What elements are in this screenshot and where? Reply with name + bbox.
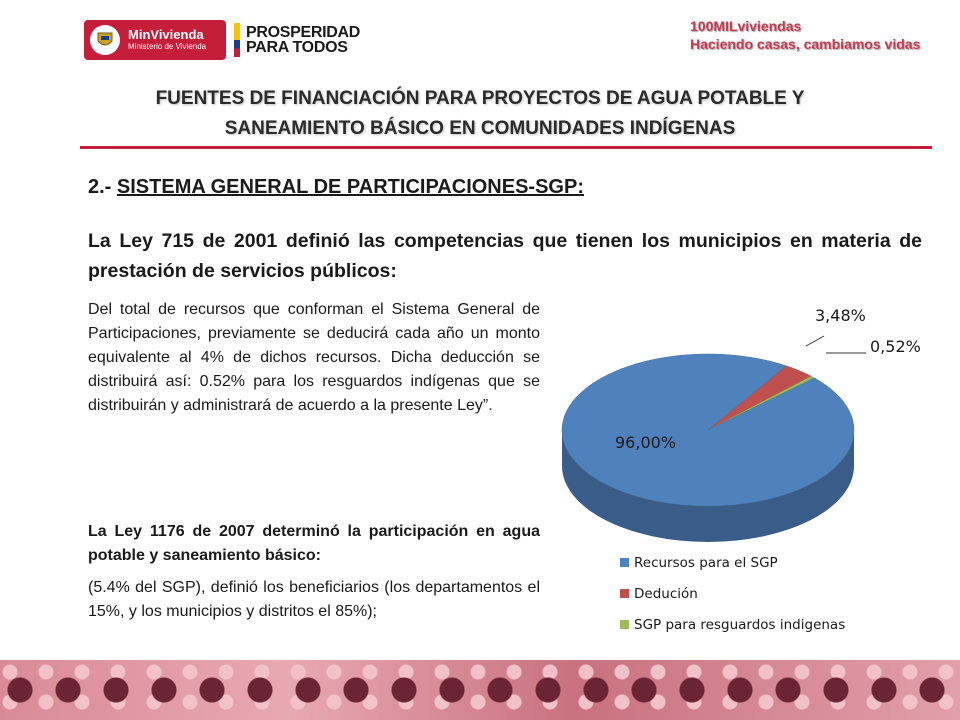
section-heading-text: SISTEMA GENERAL DE PARTICIPACIONES-SGP: bbox=[116, 176, 584, 198]
pie-label-deduction: 3,48% bbox=[815, 306, 866, 325]
page-title-line2: SANEAMIENTO BÁSICO EN COMUNIDADES INDÍGE… bbox=[224, 118, 736, 139]
page-title: FUENTES DE FINANCIACIÓN PARA PROYECTOS D… bbox=[80, 84, 880, 144]
legend-label-1: Dedución bbox=[634, 586, 698, 602]
minvivienda-subtitle: Ministerio de Vivienda bbox=[128, 41, 207, 51]
minvivienda-name: MinVivienda bbox=[128, 27, 204, 43]
leader-line-deduction bbox=[805, 335, 825, 347]
tagline-line1: 100MILviviendas bbox=[690, 18, 802, 34]
tagline: 100MILviviendas Haciendo casas, cambiamo… bbox=[690, 17, 920, 53]
law-paragraph: (5.4% del SGP), definió los beneficiario… bbox=[88, 579, 540, 620]
legend-swatch-0 bbox=[620, 558, 629, 567]
colombia-flag-icon bbox=[234, 23, 240, 57]
legend-swatch-2 bbox=[620, 620, 629, 629]
tagline-line2: Haciendo casas, cambiamos vidas bbox=[690, 36, 921, 52]
legend-label-0: Recursos para el SGP bbox=[634, 555, 778, 571]
section-number: 2.- bbox=[88, 176, 112, 198]
legend-label-2: SGP para resguardos indigenas bbox=[634, 617, 845, 633]
prosperidad-logo: PROSPERIDAD PARA TODOS bbox=[234, 22, 364, 58]
legend-swatch-1 bbox=[620, 589, 629, 598]
pie-slice-0 bbox=[561, 353, 855, 507]
intro-paragraph: La Ley 715 de 2001 definió las competenc… bbox=[88, 230, 922, 282]
pie-label-main: 96,00% bbox=[615, 433, 676, 452]
body-paragraph: Del total de recursos que conforman el S… bbox=[88, 301, 540, 414]
minvivienda-logo: MinVivienda Ministerio de Vivienda bbox=[84, 20, 226, 60]
section-heading: 2.- SISTEMA GENERAL DE PARTICIPACIONES-S… bbox=[88, 176, 584, 199]
law-heading: La Ley 1176 de 2007 determinó la partici… bbox=[88, 523, 540, 564]
pie-chart: 96,00% 3,48%0,52% Recursos para el SGP Dedu… bbox=[561, 306, 921, 633]
prosperidad-line2: PARA TODOS bbox=[246, 39, 348, 56]
page-title-line1: FUENTES DE FINANCIACIÓN PARA PROYECTOS D… bbox=[155, 88, 805, 109]
pie-side-0 bbox=[562, 430, 854, 542]
title-divider bbox=[80, 146, 932, 149]
crowd-photo-strip bbox=[0, 660, 960, 720]
prosperidad-line1: PROSPERIDAD bbox=[246, 24, 361, 41]
coat-of-arms-icon bbox=[90, 25, 120, 55]
pie-label-resguardos: 0,52% bbox=[870, 337, 921, 356]
